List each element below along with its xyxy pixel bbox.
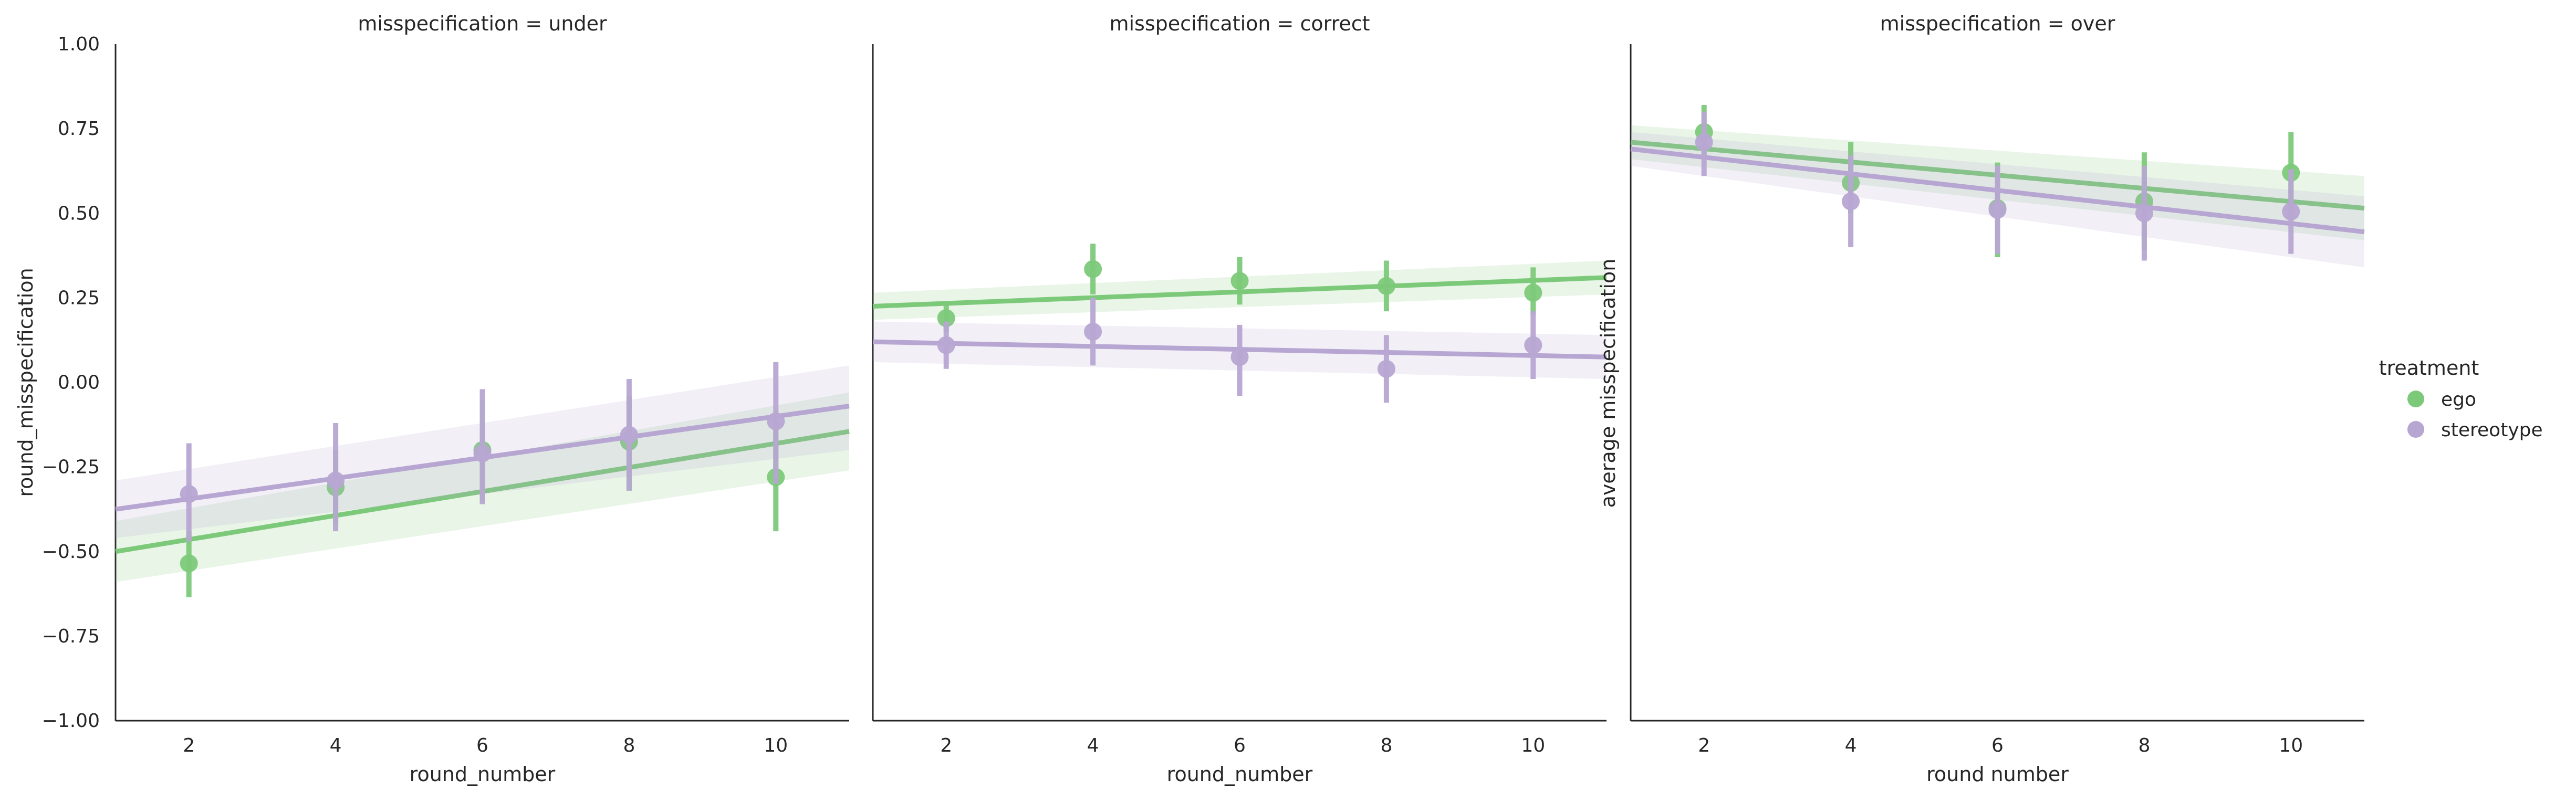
data-point-stereotype bbox=[620, 426, 638, 444]
data-point-ego bbox=[1524, 283, 1542, 302]
data-point-stereotype bbox=[2135, 204, 2153, 223]
data-point-ego bbox=[1084, 260, 1102, 278]
legend-marker-ego bbox=[2407, 391, 2424, 407]
x-tick-label: 4 bbox=[1845, 735, 1857, 756]
y-axis-label: round_misspecification bbox=[14, 268, 37, 497]
data-point-stereotype bbox=[180, 485, 198, 503]
data-point-stereotype bbox=[1695, 133, 1713, 151]
series-stereotype bbox=[115, 362, 850, 542]
y-tick-label: 1.00 bbox=[58, 34, 100, 55]
y-tick-label: −1.00 bbox=[42, 710, 100, 732]
y-tick-label: −0.25 bbox=[42, 457, 100, 478]
data-point-stereotype bbox=[1988, 201, 2007, 219]
y-tick-label: 0.50 bbox=[58, 203, 100, 224]
series-stereotype bbox=[1630, 111, 2365, 268]
chart-panels: misspecification = under 2 4 6 8 10 round_numb… bbox=[14, 12, 2365, 786]
data-point-ego bbox=[1377, 277, 1395, 295]
legend-label-ego: ego bbox=[2441, 389, 2476, 410]
x-tick-label: 4 bbox=[1087, 735, 1099, 756]
x-tick-label: 2 bbox=[183, 735, 195, 756]
y-tick-label: −0.50 bbox=[42, 541, 100, 563]
x-tick-label: 6 bbox=[1234, 735, 1246, 756]
x-tick-label: 6 bbox=[476, 735, 488, 756]
legend-marker-stereotype bbox=[2407, 421, 2424, 438]
y-tick-label: 0.25 bbox=[58, 287, 100, 309]
panel-1: misspecification = under 2 4 6 8 10 round_numb… bbox=[14, 12, 850, 786]
x-tick-label: 2 bbox=[940, 735, 952, 756]
x-tick-label: 8 bbox=[2138, 735, 2150, 756]
data-point-ego bbox=[180, 554, 198, 573]
legend: treatment ego stereotype bbox=[2379, 356, 2543, 441]
x-axis-label: round number bbox=[1926, 763, 2069, 786]
y-axis-label: average misspecification bbox=[1597, 259, 1620, 508]
data-point-stereotype bbox=[767, 412, 785, 430]
x-tick-label: 4 bbox=[330, 735, 342, 756]
x-tick-label: 8 bbox=[623, 735, 635, 756]
panel-title: misspecification = correct bbox=[1109, 12, 1370, 35]
x-tick-label: 6 bbox=[1991, 735, 2004, 756]
x-tick-label: 10 bbox=[1521, 735, 1545, 756]
y-tick-label: 0.75 bbox=[58, 118, 100, 140]
panel-2: misspecification = correct 2 4 6 8 10 round_nu… bbox=[872, 12, 1607, 786]
data-point-ego bbox=[1230, 272, 1249, 290]
x-tick-label: 8 bbox=[1380, 735, 1392, 756]
panel-3: misspecification = over 2 4 6 8 10 round numbe… bbox=[1597, 12, 2365, 786]
x-tick-label: 10 bbox=[2279, 735, 2303, 756]
series-ego bbox=[872, 244, 1607, 332]
data-point-stereotype bbox=[473, 444, 492, 462]
y-tick-label: 0.00 bbox=[58, 372, 100, 394]
data-point-stereotype bbox=[1524, 336, 1542, 354]
data-point-stereotype bbox=[327, 471, 345, 490]
data-point-stereotype bbox=[937, 336, 955, 354]
x-tick-label: 2 bbox=[1698, 735, 1710, 756]
data-point-ego bbox=[937, 309, 955, 328]
y-tick-label: −0.75 bbox=[42, 626, 100, 647]
data-point-stereotype bbox=[1842, 192, 1860, 210]
x-tick-label: 10 bbox=[764, 735, 788, 756]
panel-title: misspecification = over bbox=[1880, 12, 2115, 35]
data-point-stereotype bbox=[1230, 348, 1249, 366]
data-point-stereotype bbox=[1377, 360, 1395, 378]
data-point-stereotype bbox=[1084, 322, 1102, 341]
series-stereotype bbox=[872, 298, 1607, 403]
legend-title: treatment bbox=[2379, 356, 2479, 380]
x-axis-label: round_number bbox=[410, 763, 556, 786]
x-axis-label: round_number bbox=[1167, 763, 1313, 786]
data-point-stereotype bbox=[2282, 203, 2300, 221]
panel-title: misspecification = under bbox=[358, 12, 607, 35]
legend-label-stereotype: stereotype bbox=[2441, 419, 2543, 441]
